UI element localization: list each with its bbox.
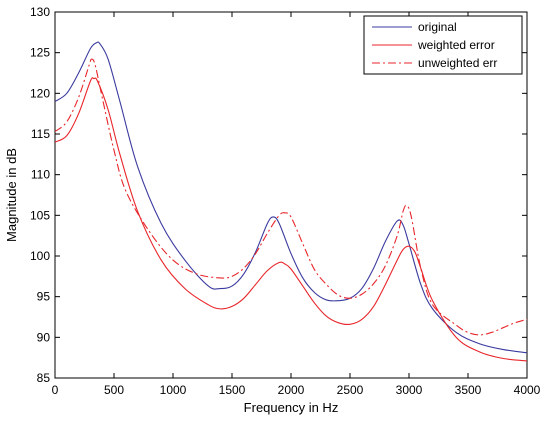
legend-label-original: original [418,20,457,34]
x-tick-label: 3000 [396,383,423,397]
legend-label-unweighted-err: unweighted err [418,56,497,70]
series-layer [55,41,527,362]
x-tick-label: 1000 [160,383,187,397]
x-tick-label: 2500 [337,383,364,397]
y-tick-label: 90 [37,330,51,344]
y-tick-label: 100 [30,249,50,263]
x-tick-label: 500 [104,383,124,397]
x-axis-label: Frequency in Hz [244,400,339,415]
x-axis: 0 500 1000 1500 2000 2500 3000 3500 4000 [52,12,541,397]
series-line-weighted-error [55,77,527,362]
x-tick-label: 1500 [219,383,246,397]
y-axis: 85 90 95 100 105 110 115 120 125 130 [30,5,527,385]
y-tick-label: 125 [30,46,50,60]
x-tick-label: 2000 [278,383,305,397]
x-tick-label: 0 [52,383,59,397]
y-tick-label: 115 [31,127,50,141]
y-axis-label: Magnitude in dB [4,148,19,242]
series-line-unweighted-err [55,58,527,336]
legend: original weighted error unweighted err [363,15,523,75]
x-tick-label: 3500 [455,383,482,397]
x-tick-label: 4000 [514,383,541,397]
y-tick-label: 110 [31,168,50,182]
y-tick-label: 105 [30,208,50,222]
y-tick-label: 85 [37,371,51,385]
y-tick-label: 95 [37,290,51,304]
series-line-original [55,41,527,354]
y-tick-label: 120 [30,86,50,100]
legend-label-weighted-error: weighted error [417,38,495,52]
y-tick-label: 130 [30,5,50,19]
